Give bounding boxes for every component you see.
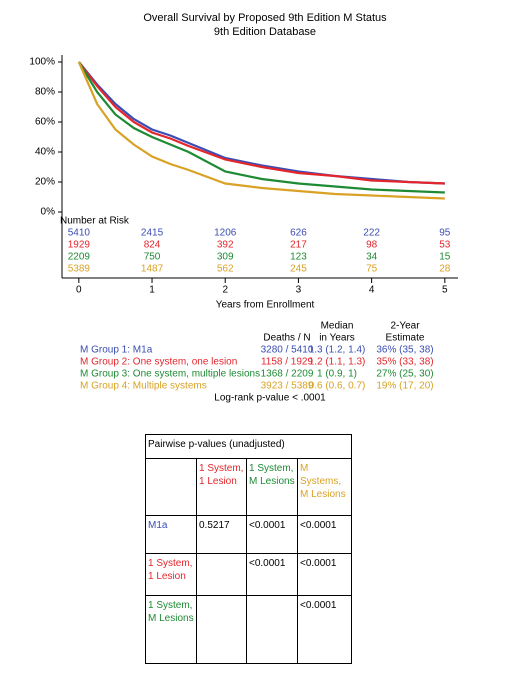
row-header: 1 System, M Lesions [145, 595, 197, 664]
at-risk-count: 95 [439, 228, 451, 239]
at-risk-count: 626 [290, 228, 307, 239]
p-value-cell: 0.5217 [196, 515, 247, 554]
x-tick-label: 4 [369, 285, 375, 296]
legend-deaths: 3280 / 5410 [261, 345, 314, 356]
y-tick-label: 40% [35, 147, 55, 158]
legend-estimate: 35% (33, 38) [376, 357, 433, 368]
legend-label: M Group 2: One system, one lesion [80, 357, 237, 368]
corner-cell [145, 458, 197, 516]
legend-header: 2-Year [390, 321, 420, 332]
p-value-cell [196, 553, 247, 596]
at-risk-count: 245 [290, 264, 307, 275]
x-tick-label: 3 [296, 285, 302, 296]
legend-deaths: 3923 / 5389 [261, 381, 314, 392]
at-risk-count: 824 [144, 240, 161, 251]
y-tick-label: 0% [41, 207, 56, 218]
p-value-cell: <0.0001 [246, 553, 298, 596]
chart-title: Overall Survival by Proposed 9th Edition… [143, 12, 387, 24]
chart: Overall Survival by Proposed 9th Edition… [29, 12, 458, 404]
p-value-cell: <0.0001 [246, 515, 298, 554]
row-header: 1 System, 1 Lesion [145, 553, 197, 596]
legend-median: 1 (0.9, 1) [317, 369, 357, 380]
at-risk-count: 1929 [68, 240, 91, 251]
at-risk-count: 53 [439, 240, 451, 251]
legend-header: Deaths / N [263, 333, 310, 344]
footnote: Log-rank p-value < .0001 [214, 393, 326, 404]
at-risk-count: 5389 [68, 264, 91, 275]
x-axis-label: Years from Enrollment [216, 300, 315, 311]
pairwise-table: Pairwise p-values (unadjusted) 1 System, … [145, 434, 352, 664]
table-title: Pairwise p-values (unadjusted) [145, 434, 352, 459]
at-risk-count: 2209 [68, 252, 91, 263]
at-risk-count: 34 [366, 252, 378, 263]
survival-curve [77, 61, 445, 194]
at-risk-count: 309 [217, 252, 234, 263]
at-risk-count: 222 [363, 228, 380, 239]
legend-estimate: 27% (25, 30) [376, 369, 433, 380]
chart-subtitle: 9th Edition Database [214, 26, 316, 38]
legend-deaths: 1158 / 1929 [261, 357, 314, 368]
legend-deaths: 1368 / 2209 [261, 369, 314, 380]
y-tick-label: 60% [35, 117, 55, 128]
survival-curve [77, 61, 445, 185]
at-risk-count: 1206 [214, 228, 237, 239]
legend-header: Median [321, 321, 354, 332]
p-value-cell: <0.0001 [297, 553, 352, 596]
at-risk-count: 750 [144, 252, 161, 263]
legend-header: Estimate [386, 333, 425, 344]
x-tick-label: 2 [222, 285, 228, 296]
legend-label: M Group 3: One system, multiple lesions [80, 369, 260, 380]
legend-median: 1.2 (1.1, 1.3) [309, 357, 366, 368]
survival-curve [77, 61, 445, 185]
x-tick-label: 5 [442, 285, 448, 296]
at-risk-count: 98 [366, 240, 378, 251]
legend-estimate: 19% (17, 20) [376, 381, 433, 392]
at-risk-count: 15 [439, 252, 451, 263]
at-risk-count: 75 [366, 264, 378, 275]
y-tick-label: 100% [29, 57, 55, 68]
p-value-cell [196, 595, 247, 664]
legend-header: in Years [319, 333, 355, 344]
at-risk-count: 5410 [68, 228, 91, 239]
legend-estimate: 36% (35, 38) [376, 345, 433, 356]
survival-curve [77, 61, 445, 200]
at-risk-count: 562 [217, 264, 234, 275]
legend-label: M Group 4: Multiple systems [80, 381, 207, 392]
column-header: M Systems, M Lesions [297, 458, 352, 516]
x-tick-label: 0 [76, 285, 82, 296]
column-header: 1 System, M Lesions [246, 458, 298, 516]
column-header: 1 System, 1 Lesion [196, 458, 247, 516]
x-tick-label: 1 [149, 285, 155, 296]
at-risk-count: 1487 [141, 264, 164, 275]
p-value-cell: <0.0001 [297, 515, 352, 554]
at-risk-count: 2415 [141, 228, 164, 239]
y-tick-label: 80% [35, 87, 55, 98]
legend-median: 0.6 (0.6, 0.7) [309, 381, 366, 392]
y-tick-label: 20% [35, 177, 55, 188]
at-risk-count: 217 [290, 240, 307, 251]
row-header: M1a [145, 515, 197, 554]
legend-label: M Group 1: M1a [80, 345, 153, 356]
at-risk-count: 123 [290, 252, 307, 263]
p-value-cell [246, 595, 298, 664]
at-risk-count: 28 [439, 264, 451, 275]
p-value-cell: <0.0001 [297, 595, 352, 664]
at-risk-title: Number at Risk [60, 216, 130, 227]
at-risk-count: 392 [217, 240, 234, 251]
legend-median: 1.3 (1.2, 1.4) [309, 345, 366, 356]
